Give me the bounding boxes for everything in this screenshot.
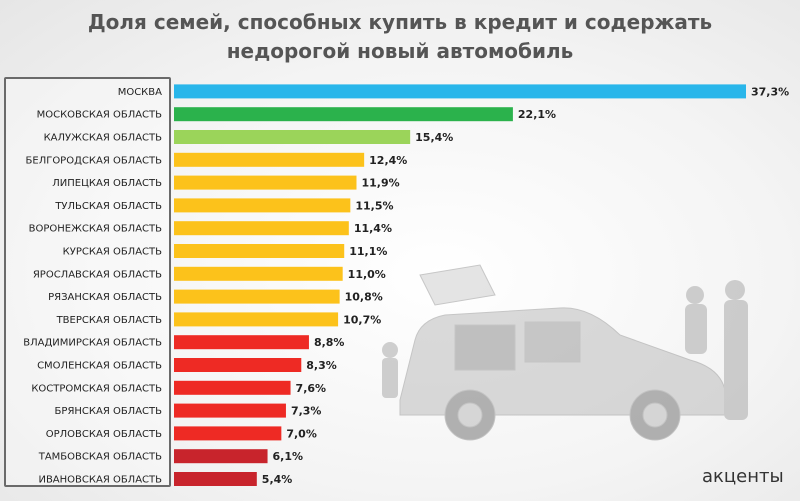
bar bbox=[174, 175, 357, 190]
bar bbox=[174, 449, 268, 464]
bar bbox=[174, 84, 746, 99]
category-label: СМОЛЕНСКАЯ ОБЛАСТЬ bbox=[37, 361, 162, 372]
category-label: ЛИПЕЦКАЯ ОБЛАСТЬ bbox=[52, 178, 162, 189]
bar bbox=[174, 472, 257, 486]
bar bbox=[174, 198, 351, 213]
category-label: ТУЛЬСКАЯ ОБЛАСТЬ bbox=[54, 201, 162, 212]
value-label: 11,5% bbox=[355, 199, 393, 212]
category-label: ТВЕРСКАЯ ОБЛАСТЬ bbox=[56, 315, 163, 326]
value-label: 12,4% bbox=[369, 154, 407, 167]
category-label: ЯРОСЛАВСКАЯ ОБЛАСТЬ bbox=[33, 269, 162, 280]
value-label: 7,6% bbox=[296, 382, 327, 395]
bar bbox=[174, 130, 411, 144]
category-label: КОСТРОМСКАЯ ОБЛАСТЬ bbox=[31, 383, 162, 394]
value-label: 5,4% bbox=[262, 473, 293, 486]
category-label: МОСКВА bbox=[118, 87, 162, 98]
category-label: РЯЗАНСКАЯ ОБЛАСТЬ bbox=[48, 292, 162, 303]
bar bbox=[174, 152, 365, 167]
category-label: БРЯНСКАЯ ОБЛАСТЬ bbox=[55, 406, 163, 417]
value-label: 10,7% bbox=[343, 313, 381, 326]
value-label: 8,3% bbox=[306, 359, 337, 372]
bar bbox=[174, 312, 339, 327]
value-label: 15,4% bbox=[415, 131, 453, 144]
bar bbox=[174, 335, 309, 350]
family-car-illustration bbox=[382, 264, 748, 441]
chart-title-line-1: Доля семей, способных купить в кредит и … bbox=[87, 10, 713, 34]
value-label: 37,3% bbox=[751, 85, 789, 98]
bar bbox=[174, 107, 513, 122]
value-label: 7,0% bbox=[286, 427, 317, 440]
category-label: ИВАНОВСКАЯ ОБЛАСТЬ bbox=[38, 475, 162, 486]
value-label: 8,8% bbox=[314, 336, 345, 349]
bar bbox=[174, 380, 291, 395]
category-label: ОРЛОВСКАЯ ОБЛАСТЬ bbox=[46, 429, 162, 440]
chart-title: Доля семей, способных купить в кредит и … bbox=[0, 8, 800, 66]
value-label: 11,1% bbox=[349, 245, 387, 258]
value-label: 10,8% bbox=[345, 291, 383, 304]
bar bbox=[174, 221, 349, 236]
value-label: 11,9% bbox=[361, 177, 399, 190]
bar bbox=[174, 266, 343, 281]
category-label: КУРСКАЯ ОБЛАСТЬ bbox=[63, 247, 162, 258]
category-label: МОСКОВСКАЯ ОБЛАСТЬ bbox=[37, 110, 163, 121]
chart-title-line-2: недорогой новый автомобиль bbox=[226, 39, 574, 63]
category-label: БЕЛГОРОДСКАЯ ОБЛАСТЬ bbox=[26, 155, 163, 166]
bar bbox=[174, 426, 282, 441]
value-label: 7,3% bbox=[291, 405, 322, 418]
value-label: 22,1% bbox=[518, 108, 556, 121]
value-label: 6,1% bbox=[273, 450, 304, 463]
bar bbox=[174, 289, 340, 304]
akcenty-logo: акценты bbox=[702, 466, 784, 487]
category-label: ВОРОНЕЖСКАЯ ОБЛАСТЬ bbox=[29, 224, 162, 235]
bar bbox=[174, 358, 302, 372]
bar bbox=[174, 403, 286, 418]
category-label: ВЛАДИМИРСКАЯ ОБЛАСТЬ bbox=[23, 338, 162, 349]
value-label: 11,4% bbox=[354, 222, 392, 235]
category-labels-frame bbox=[4, 77, 171, 487]
value-label: 11,0% bbox=[348, 268, 386, 281]
bar bbox=[174, 244, 345, 258]
category-label: ТАМБОВСКАЯ ОБЛАСТЬ bbox=[38, 452, 162, 463]
category-label: КАЛУЖСКАЯ ОБЛАСТЬ bbox=[44, 133, 163, 144]
